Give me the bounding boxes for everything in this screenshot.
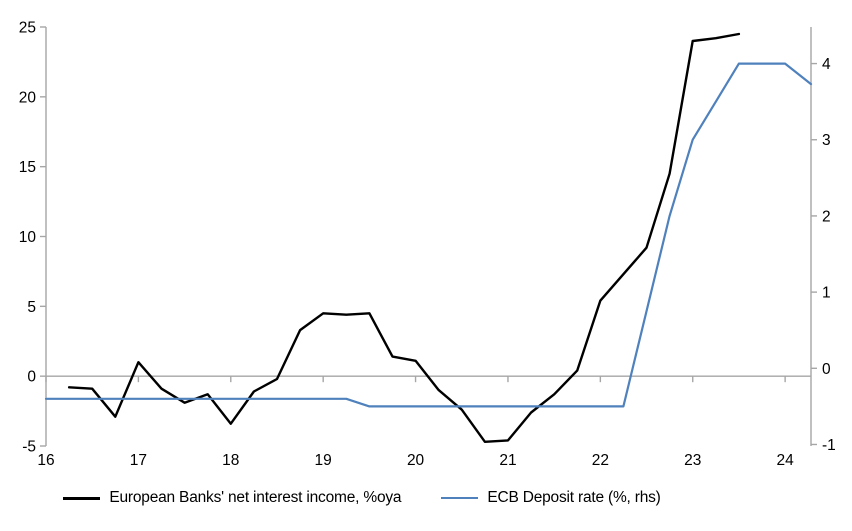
x-axis-tick-label: 16	[37, 452, 54, 469]
x-axis-tick-label: 18	[222, 452, 239, 469]
x-axis-tick-label: 20	[407, 452, 425, 469]
x-axis-tick-label: 23	[684, 452, 701, 469]
ecb-line-swatch	[441, 497, 479, 499]
right-axis-tick-label: 3	[822, 132, 831, 149]
right-axis-tick-label: 1	[822, 285, 831, 302]
left-axis-tick-label: -5	[22, 439, 36, 456]
right-axis-tick-label: 0	[822, 361, 831, 378]
nii-line	[67, 32, 741, 443]
left-axis-tick-label: 15	[19, 159, 36, 176]
chart-legend: European Banks' net interest income, %oy…	[0, 489, 852, 507]
right-axis-tick-label: -1	[822, 437, 836, 454]
x-axis-tick-label: 22	[592, 452, 609, 469]
nii-line-swatch	[63, 496, 101, 500]
left-axis-tick-label: 0	[27, 369, 36, 386]
x-axis-tick-label: 21	[499, 452, 516, 469]
left-axis-tick-label: 5	[27, 299, 36, 316]
ecb-rate-line	[44, 62, 813, 408]
x-axis-tick-label: 17	[130, 452, 147, 469]
x-axis-tick-label: 19	[315, 452, 332, 469]
left-axis-tick-label: 20	[19, 89, 37, 106]
right-axis-tick-label: 2	[822, 208, 831, 225]
ecb-legend-label: ECB Deposit rate (%, rhs)	[487, 489, 661, 506]
x-axis-tick-label: 24	[777, 452, 795, 469]
left-axis-tick-label: 25	[19, 20, 36, 37]
legend-item-ecb-deposit-rate: ECB Deposit rate (%, rhs)	[441, 489, 661, 507]
nii-legend-label: European Banks' net interest income, %oy…	[109, 489, 402, 506]
left-axis-tick-label: 10	[19, 229, 37, 246]
legend-item-net-interest-income: European Banks' net interest income, %oy…	[63, 489, 402, 507]
right-axis-tick-label: 4	[822, 56, 831, 73]
